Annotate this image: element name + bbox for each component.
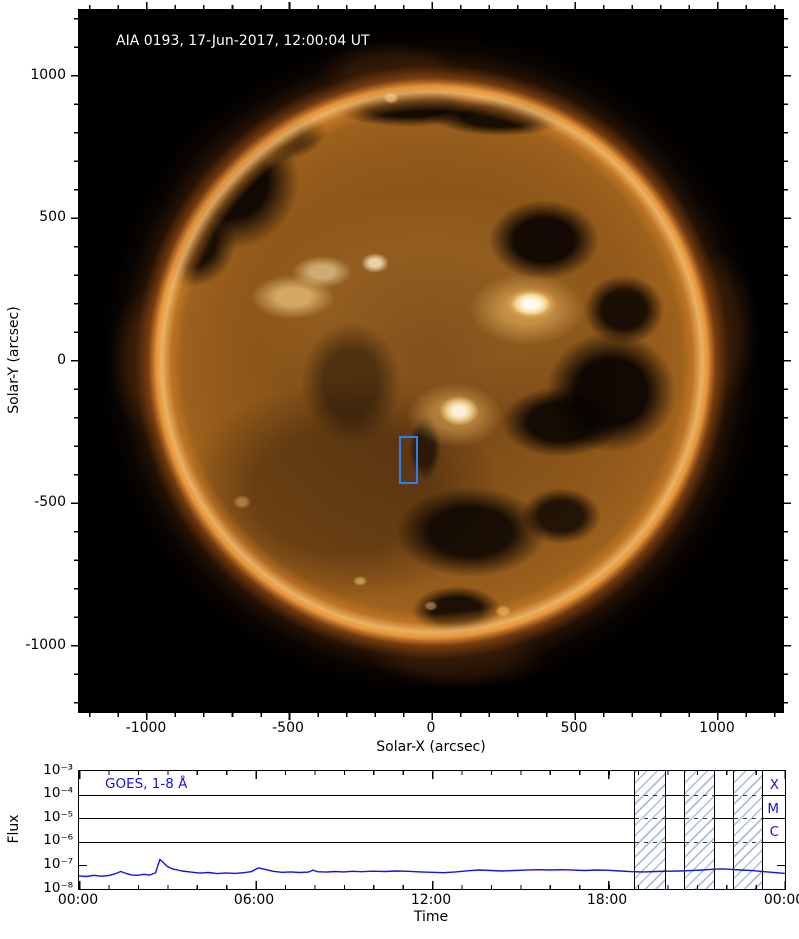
- time-tick-label: 00:00: [763, 892, 799, 908]
- flux-tick-label: 10⁻⁸: [43, 880, 73, 896]
- flux-axis-title: Flux: [6, 814, 22, 844]
- flare-class-label-x: X: [769, 777, 779, 793]
- flux-tick-label: 10⁻⁵: [43, 809, 73, 825]
- main-top-major-ticks: [146, 2, 720, 10]
- solar-x-tick-label: 500: [560, 720, 588, 736]
- solar-x-axis-title: Solar-X (arcsec): [376, 739, 486, 755]
- flux-1e-7-tick-right: [777, 864, 785, 867]
- flux-tick-label: 10⁻⁴: [43, 785, 73, 801]
- aia-image-panel: AIA 0193, 17-Jun-2017, 12:00:04 UT: [71, 2, 791, 720]
- eclipse-hatch-band: [634, 771, 667, 889]
- goes-top-major-ticks: [79, 771, 785, 779]
- time-tick-label: 12:00: [410, 892, 452, 908]
- solar-y-tick-label: -1000: [25, 637, 66, 653]
- solar-y-tick-label: 0: [57, 352, 66, 368]
- time-axis-title: Time: [413, 909, 449, 925]
- solar-y-tick-label: 500: [39, 209, 66, 225]
- flux-1e-7-tick-left: [79, 864, 87, 867]
- solar-x-tick-label: -500: [272, 720, 304, 736]
- time-tick-label: 18:00: [586, 892, 628, 908]
- solar-y-axis-title: Solar-Y (arcsec): [6, 306, 22, 414]
- time-tick-label: 00:00: [57, 892, 99, 908]
- goes-flux-curve: [79, 858, 785, 878]
- flare-class-label-c: C: [769, 824, 779, 840]
- time-tick-label: 06:00: [233, 892, 275, 908]
- roi-rectangle: [399, 436, 418, 484]
- main-left-major-ticks: [71, 75, 79, 649]
- main-right-major-ticks: [783, 75, 791, 649]
- solar-x-tick-label: 0: [426, 720, 436, 736]
- solar-y-tick-label: -500: [34, 494, 66, 510]
- aia-sun-image: [79, 10, 783, 712]
- solar-x-tick-label: 1000: [699, 720, 735, 736]
- goes-bottom-major-ticks: [79, 881, 785, 889]
- solar-y-tick-label: 1000: [30, 67, 66, 83]
- main-bottom-major-ticks: [146, 712, 720, 720]
- flux-tick-label: 10⁻³: [43, 762, 73, 778]
- goes-flux-panel: GOES, 1-8 Å X M C: [78, 770, 786, 890]
- flare-class-label-m: M: [767, 801, 779, 817]
- c-class-threshold-line: [79, 841, 785, 843]
- flux-tick-label: 10⁻⁷: [43, 856, 73, 872]
- x-class-threshold-line: [79, 794, 785, 796]
- goes-legend-label: GOES, 1-8 Å: [105, 776, 188, 792]
- solar-x-tick-label: -1000: [125, 720, 167, 736]
- flux-tick-label: 10⁻⁶: [43, 832, 73, 848]
- m-class-threshold-line: [79, 818, 785, 820]
- aia-image-title: AIA 0193, 17-Jun-2017, 12:00:04 UT: [116, 33, 370, 49]
